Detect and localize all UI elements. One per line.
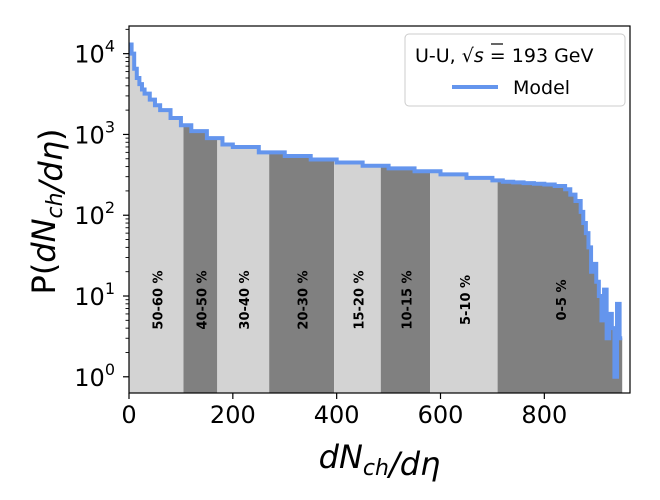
y-tick-label: 101	[74, 279, 115, 311]
y-tick-label: 104	[74, 37, 115, 69]
y-tick-label: 100	[74, 360, 115, 392]
band-label-7: 5-10 %	[459, 275, 474, 325]
x-axis-title: dNch/dη	[319, 438, 441, 483]
centrality-bands	[129, 44, 623, 393]
band-label-5: 15-20 %	[352, 270, 367, 329]
centrality-band-4	[269, 152, 335, 393]
band-label-6: 10-15 %	[400, 270, 415, 329]
band-label-4: 20-30 %	[297, 270, 312, 329]
series-layer	[129, 42, 623, 379]
legend: U-U, √s = 193 GeV Model	[404, 33, 626, 107]
centrality-band-3	[217, 138, 270, 393]
band-label-3: 30-40 %	[238, 270, 253, 329]
centrality-band-6	[380, 165, 431, 393]
x-tick-label: 0	[121, 401, 136, 429]
band-label-8: 0-5 %	[555, 279, 570, 320]
band-label-1: 50-60 %	[151, 270, 166, 329]
centrality-band-8	[497, 180, 623, 393]
centrality-band-5	[334, 159, 381, 393]
x-tick-label: 600	[418, 401, 464, 429]
x-axis: 0 200 400 600 800	[121, 393, 567, 429]
centrality-band-1	[129, 44, 184, 393]
x-tick-label: 200	[210, 401, 256, 429]
centrality-band-7	[430, 171, 498, 393]
centrality-band-2	[183, 125, 218, 393]
x-tick-label: 800	[521, 401, 567, 429]
legend-series-label: Model	[513, 77, 570, 99]
band-label-2: 40-50 %	[195, 270, 210, 329]
y-axis-title: P(dNch/dη)	[25, 129, 70, 295]
series-line-model	[129, 42, 623, 379]
centrality-band-labels: 50-60 % 40-50 % 30-40 % 20-30 % 15-20 % 10-15…	[151, 270, 570, 329]
plot-frame	[128, 25, 631, 394]
y-axis: 100 101 102 103 104	[74, 28, 129, 392]
y-tick-label: 103	[74, 117, 115, 149]
legend-title: U-U, √s = 193 GeV	[415, 45, 593, 67]
x-tick-label: 400	[314, 401, 360, 429]
y-tick-label: 102	[74, 198, 115, 230]
